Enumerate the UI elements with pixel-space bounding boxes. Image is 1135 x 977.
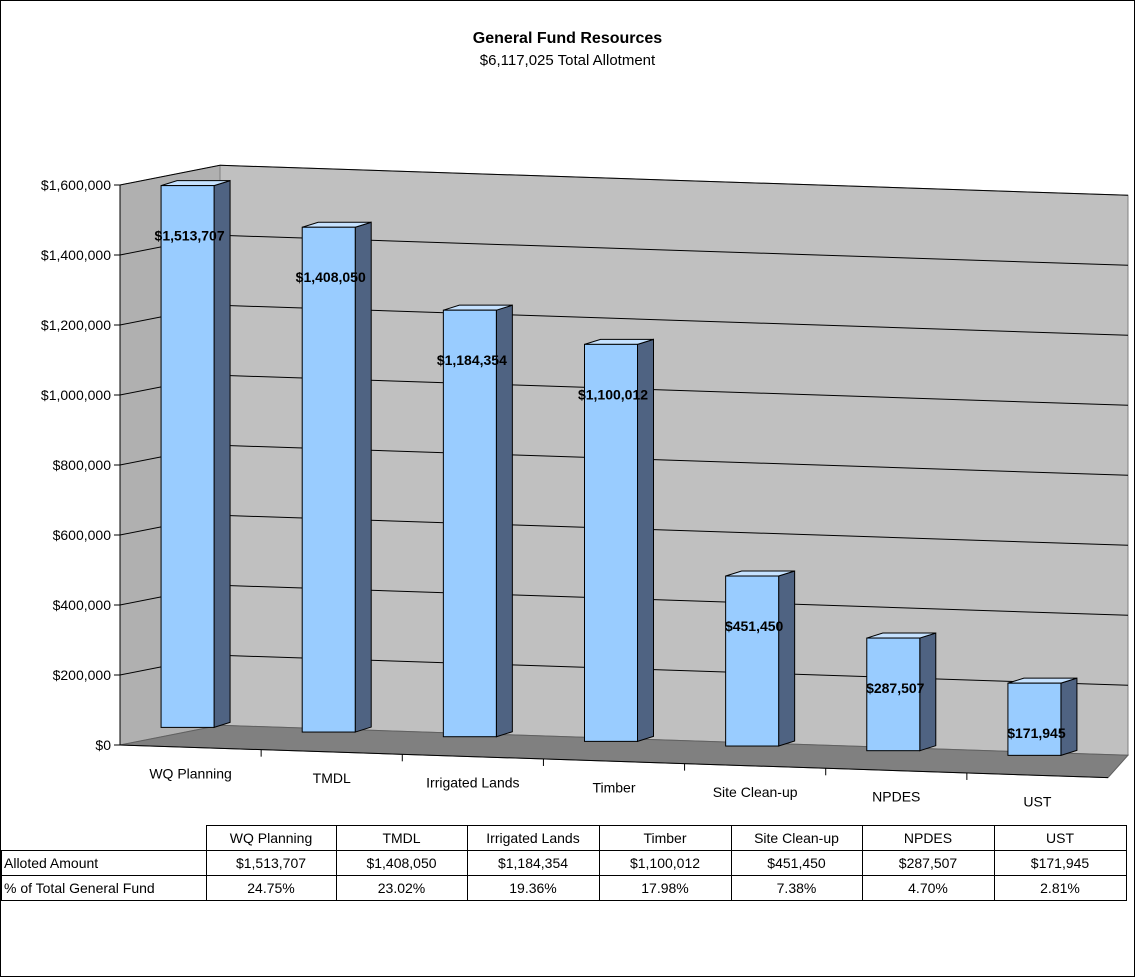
table-cell: $1,513,707 (205, 850, 337, 876)
y-tick-label: $0 (95, 737, 111, 753)
table-row: % of Total General Fund 24.75% 23.02% 19… (1, 875, 1127, 901)
table-cell: 2.81% (993, 875, 1127, 901)
x-tick-label: NPDES (872, 789, 920, 805)
bar (866, 637, 921, 752)
table-cell: 17.98% (598, 875, 732, 901)
y-tick-label: $800,000 (53, 457, 112, 473)
x-tick-label: Timber (592, 779, 635, 795)
x-tick-label: Irrigated Lands (426, 775, 519, 791)
table-cell: 24.75% (205, 875, 337, 901)
gridline-back (219, 164, 1129, 196)
table-header-cell: UST (993, 825, 1127, 851)
bar-side-face (778, 570, 796, 747)
data-label: $1,513,707 (155, 228, 225, 244)
bar-side-face (354, 221, 372, 733)
table-header-cell: NPDES (861, 825, 995, 851)
table-cell: $171,945 (993, 850, 1127, 876)
chart-subtitle: $6,117,025 Total Allotment (479, 52, 656, 69)
table-header-cell: Timber (598, 825, 732, 851)
table-header-cell: WQ Planning (205, 825, 337, 851)
table-corner-cell (1, 825, 207, 851)
data-label: $287,507 (866, 680, 925, 696)
data-table: WQ Planning TMDL Irrigated Lands Timber … (1, 825, 1127, 901)
x-tick-label: UST (1023, 793, 1051, 809)
bar (160, 185, 215, 728)
table-header-row: WQ Planning TMDL Irrigated Lands Timber … (1, 825, 1127, 851)
table-cell: $287,507 (861, 850, 995, 876)
data-label: $1,100,012 (578, 386, 648, 402)
bar-side-face (213, 179, 231, 729)
data-label: $451,450 (725, 618, 784, 634)
chart-title: General Fund Resources (472, 30, 663, 47)
table-cell: $1,100,012 (598, 850, 732, 876)
x-tick-label: WQ Planning (149, 765, 231, 781)
y-tick-label: $1,200,000 (41, 317, 111, 333)
table-row: Alloted Amount $1,513,707 $1,408,050 $1,… (1, 850, 1127, 876)
table-cell: 4.70% (861, 875, 995, 901)
table-cell: 23.02% (335, 875, 468, 901)
y-tick-label: $1,400,000 (41, 247, 111, 263)
bar (301, 226, 356, 733)
gridline-side (119, 164, 221, 186)
table-cell: 7.38% (730, 875, 863, 901)
bar-side-face (495, 304, 513, 738)
bar-chart-3d: $0 $200,000 $400,000 $600,000 $800,000 $1,000… (41, 164, 1130, 809)
table-cell: $451,450 (730, 850, 863, 876)
data-label: $1,408,050 (296, 269, 366, 285)
y-tick-label: $200,000 (53, 667, 112, 683)
x-tick-label: Site Clean-up (713, 784, 798, 800)
y-tick-label: $1,600,000 (41, 177, 111, 193)
bar (1007, 682, 1062, 756)
table-cell: $1,408,050 (335, 850, 468, 876)
table-row-label: Alloted Amount (1, 850, 207, 876)
table-row-label: % of Total General Fund (1, 875, 207, 901)
y-tick-label: $600,000 (53, 527, 112, 543)
table-header-cell: TMDL (335, 825, 468, 851)
table-header-cell: Site Clean-up (730, 825, 863, 851)
x-axis-line (119, 744, 1109, 779)
table-cell: 19.36% (466, 875, 600, 901)
data-label: $1,184,354 (437, 352, 507, 368)
bar (725, 575, 780, 747)
data-label: $171,945 (1007, 725, 1066, 741)
table-cell: $1,184,354 (466, 850, 600, 876)
y-tick-label: $400,000 (53, 597, 112, 613)
y-tick-label: $1,000,000 (41, 387, 111, 403)
x-tick-label: TMDL (313, 770, 351, 786)
bar (584, 343, 638, 742)
bar-side-face (1060, 677, 1078, 757)
bar (442, 309, 497, 738)
table-header-cell: Irrigated Lands (466, 825, 600, 851)
